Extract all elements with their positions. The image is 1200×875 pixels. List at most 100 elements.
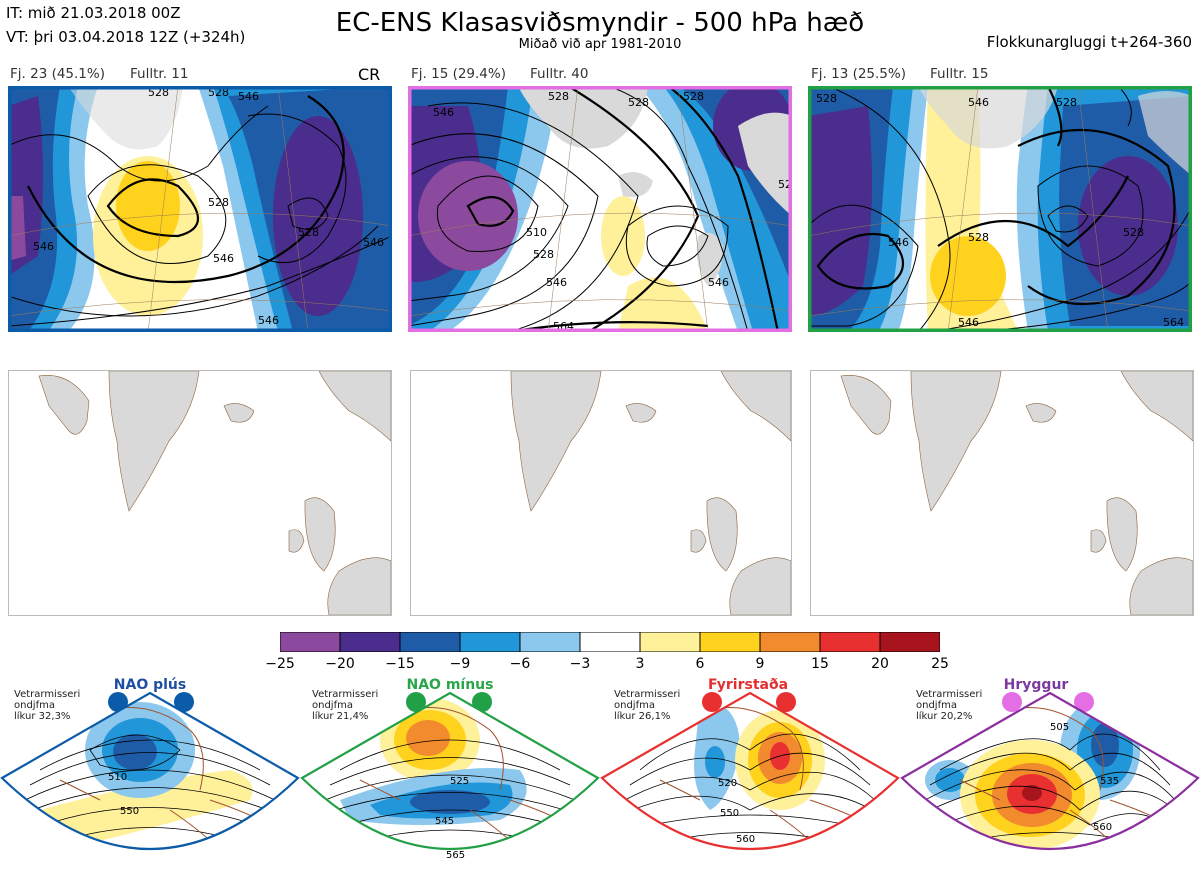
regime1-note-line: Vetrarmisseri bbox=[14, 689, 81, 700]
cluster1-contour-label: 528 bbox=[208, 196, 229, 209]
regime3-title: Fyrirstaða bbox=[707, 677, 789, 693]
colorbar-swatch bbox=[519, 631, 581, 653]
cluster2-contour-label: 528 bbox=[628, 96, 649, 109]
cluster2-contour-label: 546 bbox=[433, 106, 454, 119]
colorbar-tick-label: 20 bbox=[871, 656, 889, 672]
regime4-contour-label: 505 bbox=[1050, 722, 1069, 733]
cluster3-contour-label: 528 bbox=[816, 92, 837, 105]
init-time: IT: mið 21.03.2018 00Z bbox=[6, 4, 181, 22]
colorbar-tick-label: 3 bbox=[635, 656, 645, 672]
cluster3-contour-label: 546 bbox=[888, 236, 909, 249]
regime3-contour-label: 560 bbox=[736, 834, 755, 845]
regime3-contour-label: 520 bbox=[718, 778, 737, 789]
regime2-dot bbox=[472, 692, 492, 712]
regime1-dot bbox=[174, 692, 194, 712]
colorbar-swatch bbox=[879, 631, 941, 653]
cluster2-label: Fj. 15 (29.4%) bbox=[411, 66, 506, 82]
cluster2-contour-label: 528 bbox=[548, 90, 569, 103]
regime3-note-line: Vetrarmisseri bbox=[614, 689, 681, 700]
colorbar-tick-label: 25 bbox=[931, 656, 949, 672]
cluster3-map: 528 546 528 528 528 546 546 564 bbox=[808, 86, 1192, 332]
cluster3-contour-label: 564 bbox=[1163, 316, 1184, 329]
cluster2-rep: Fulltr. 40 bbox=[530, 66, 589, 82]
regime3-note-line: ondjfma bbox=[614, 700, 655, 711]
colorbar-swatch bbox=[759, 631, 821, 653]
regime2-contour-label: 565 bbox=[446, 850, 465, 861]
regime2-contour-label: 545 bbox=[435, 816, 454, 827]
regime2-dot bbox=[406, 692, 426, 712]
colorbar-swatch bbox=[699, 631, 761, 653]
cluster1-map: 546 528 528 546 546 528 528 546 546 bbox=[8, 86, 392, 332]
regime4-title: Hryggur bbox=[1003, 677, 1069, 693]
cluster1-label: Fj. 23 (45.1%) bbox=[10, 66, 105, 82]
colorbar-swatch bbox=[579, 631, 641, 653]
regime2-note-line: líkur 21,4% bbox=[312, 711, 369, 722]
cluster1-contour-label: 546 bbox=[33, 240, 54, 253]
colorbar-tick-label: 6 bbox=[695, 656, 705, 672]
cluster3-contour-label: 528 bbox=[1123, 226, 1144, 239]
colorbar-tick-label: −15 bbox=[385, 656, 415, 672]
cluster2-map: 546 528 528 528 528 510 528 546 564 546 bbox=[408, 86, 792, 332]
regime1-contour-label: 550 bbox=[120, 806, 139, 817]
colorbar-swatch bbox=[339, 631, 401, 653]
cluster1-contour-label: 546 bbox=[213, 252, 234, 265]
title-sub: Miðað við apr 1981-2010 bbox=[518, 37, 682, 52]
valid-time: VT: þri 03.04.2018 12Z (+324h) bbox=[6, 28, 246, 46]
colorbar-swatch bbox=[399, 631, 461, 653]
cluster3-contour-label: 528 bbox=[968, 231, 989, 244]
regime4-note-line: ondjfma bbox=[916, 700, 957, 711]
colorbar-tick-label: −25 bbox=[265, 656, 295, 672]
regime3-note: Vetrarmisseri ondjfma líkur 26,1% bbox=[614, 689, 680, 722]
colorbar-swatch bbox=[279, 631, 341, 653]
cluster2-contour-label: 528 bbox=[683, 90, 704, 103]
regime2-note: Vetrarmisseri ondjfma líkur 21,4% bbox=[312, 689, 378, 722]
cluster2-frame bbox=[408, 86, 792, 332]
colorbar-swatch bbox=[819, 631, 881, 653]
regime2-contour-label: 525 bbox=[450, 776, 469, 787]
colorbar-tick-label: −20 bbox=[325, 656, 355, 672]
cluster1-contour-label: 546 bbox=[238, 90, 259, 103]
empty-basemap-1 bbox=[8, 370, 392, 616]
regime1-note-line: líkur 32,3% bbox=[14, 711, 71, 722]
regime4-contour-label: 560 bbox=[1093, 822, 1112, 833]
colorbar-tick-label: 15 bbox=[811, 656, 829, 672]
colorbar-tick-label: −3 bbox=[569, 656, 591, 672]
regime2-note-line: ondjfma bbox=[312, 700, 353, 711]
regime4-dot bbox=[1002, 692, 1022, 712]
cluster1-contour-label: 528 bbox=[298, 226, 319, 239]
colorbar-swatch bbox=[639, 631, 701, 653]
regime4-contour-label: 535 bbox=[1100, 776, 1119, 787]
regime4-note: Vetrarmisseri ondjfma líkur 20,2% bbox=[916, 689, 982, 722]
regime1-note: Vetrarmisseri ondjfma líkur 32,3% bbox=[14, 689, 80, 722]
colorbar bbox=[279, 631, 941, 653]
empty-basemap-2 bbox=[410, 370, 792, 616]
regime1-dot bbox=[108, 692, 128, 712]
regime1-map: 510 550 bbox=[0, 690, 300, 871]
cluster3-contour-label: 546 bbox=[968, 96, 989, 109]
cluster3-rep: Fulltr. 15 bbox=[930, 66, 989, 82]
cluster1-contour-label: 546 bbox=[258, 314, 279, 327]
cluster1-tag: CR bbox=[358, 65, 381, 84]
cluster2-contour-label: 546 bbox=[708, 276, 729, 289]
colorbar-tick-label: 9 bbox=[755, 656, 765, 672]
cluster2-contour-label: 528 bbox=[533, 248, 554, 261]
regime4-map: 505 535 560 bbox=[900, 690, 1200, 871]
regime4-note-line: Vetrarmisseri bbox=[916, 689, 983, 700]
cluster1-frame bbox=[8, 86, 392, 332]
title-main: EC-ENS Klasasviðsmyndir - 500 hPa hæð bbox=[335, 8, 865, 38]
cluster2-contour-label: 510 bbox=[526, 226, 547, 239]
regime2-note-line: Vetrarmisseri bbox=[312, 689, 379, 700]
regime2-title: NAO mínus bbox=[406, 677, 494, 693]
regime3-dot bbox=[702, 692, 722, 712]
colorbar-swatch bbox=[459, 631, 521, 653]
cluster1-rep: Fulltr. 11 bbox=[130, 66, 189, 82]
cluster1-contour-label: 546 bbox=[363, 236, 384, 249]
regime3-dot bbox=[776, 692, 796, 712]
regime1-title: NAO plús bbox=[113, 677, 187, 693]
colorbar-tick-label: −6 bbox=[509, 656, 531, 672]
colorbar-tick-label: −9 bbox=[449, 656, 471, 672]
classification-window: Flokkunargluggi t+264-360 bbox=[986, 33, 1192, 51]
empty-basemap-3 bbox=[810, 370, 1194, 616]
cluster3-frame bbox=[808, 86, 1192, 332]
regime3-note-line: líkur 26,1% bbox=[614, 711, 671, 722]
